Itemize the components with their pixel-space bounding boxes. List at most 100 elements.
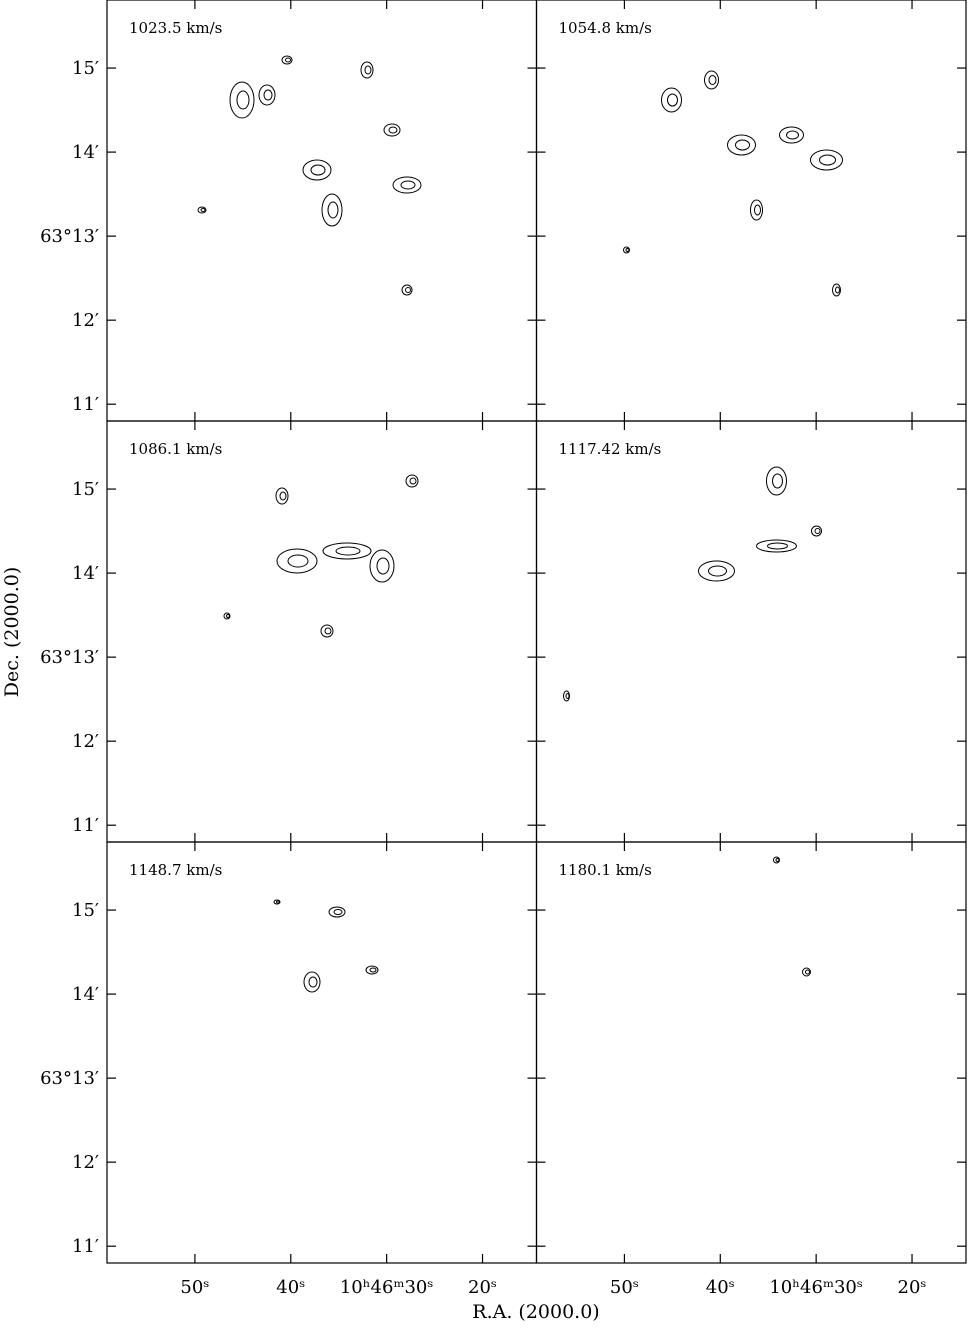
emission-contour xyxy=(365,965,379,975)
emission-contour xyxy=(328,906,346,918)
emission-contour xyxy=(276,548,318,574)
x-tick-label: 50ˢ xyxy=(180,1277,209,1298)
emission-contour xyxy=(369,967,377,973)
emission-contour xyxy=(814,528,821,534)
emission-contour xyxy=(229,81,255,119)
emission-contour xyxy=(335,546,361,556)
emission-contour xyxy=(727,134,756,156)
y-tick-label: 14′ xyxy=(72,563,99,584)
emission-contour xyxy=(802,967,811,977)
emission-contour xyxy=(698,560,735,582)
emission-contour xyxy=(310,164,326,176)
emission-contour xyxy=(333,909,343,915)
emission-contour xyxy=(226,614,230,618)
x-tick-label: 40ˢ xyxy=(276,1277,305,1298)
x-axis-title: R.A. (2000.0) xyxy=(472,1301,599,1323)
panel-title: 1023.5 km/s xyxy=(129,19,222,37)
y-tick-label: 11′ xyxy=(72,815,99,836)
emission-contour xyxy=(832,283,841,297)
emission-contour xyxy=(405,474,419,488)
emission-contour xyxy=(360,61,374,79)
emission-contour xyxy=(786,130,799,140)
emission-contour xyxy=(779,126,804,144)
y-tick-label: 15′ xyxy=(72,900,99,921)
emission-contour xyxy=(287,554,309,568)
emission-contour xyxy=(364,65,372,75)
emission-contour xyxy=(327,201,339,219)
y-tick-label: 14′ xyxy=(72,142,99,163)
emission-contour xyxy=(811,525,822,537)
emission-contour xyxy=(276,900,280,904)
y-tick-label: 11′ xyxy=(72,394,99,415)
emission-contour xyxy=(376,557,390,575)
emission-contour xyxy=(805,969,810,975)
x-tick-label: 10ʰ46ᵐ30ˢ xyxy=(769,1277,863,1298)
y-tick-label: 63°13′ xyxy=(40,647,99,668)
x-tick-label: 40ˢ xyxy=(706,1277,735,1298)
panel-frame xyxy=(106,841,538,1264)
emission-contour xyxy=(401,284,413,296)
y-tick-label: 15′ xyxy=(72,479,99,500)
emission-contour xyxy=(756,539,797,553)
panel-frame xyxy=(535,0,967,422)
panel-title: 1117.42 km/s xyxy=(559,440,662,458)
emission-contour xyxy=(279,491,287,501)
emission-contour xyxy=(383,123,401,137)
emission-contour xyxy=(767,542,788,550)
emission-contour xyxy=(708,565,727,577)
y-tick-label: 15′ xyxy=(72,58,99,79)
emission-contour xyxy=(324,627,332,635)
y-tick-label: 63°13′ xyxy=(40,1068,99,1089)
emission-contour xyxy=(320,624,334,638)
emission-contour xyxy=(625,248,630,252)
x-tick-label: 10ʰ46ᵐ30ˢ xyxy=(340,1277,434,1298)
emission-contour xyxy=(281,55,293,65)
y-tick-label: 11′ xyxy=(72,1236,99,1257)
panel-title: 1086.1 km/s xyxy=(129,440,222,458)
emission-contour xyxy=(835,286,840,294)
emission-contour xyxy=(409,477,417,485)
x-tick-label: 20ˢ xyxy=(898,1277,927,1298)
emission-contour xyxy=(197,206,207,214)
emission-contour xyxy=(263,89,273,101)
panel-frame xyxy=(106,420,538,843)
y-tick-label: 12′ xyxy=(72,310,99,331)
emission-contour xyxy=(819,154,836,166)
panel-title: 1148.7 km/s xyxy=(129,861,222,879)
emission-contour xyxy=(236,90,250,110)
emission-contour xyxy=(810,149,843,171)
emission-contour xyxy=(308,976,318,988)
emission-contour xyxy=(369,549,395,583)
emission-contour xyxy=(285,57,291,63)
emission-contour xyxy=(704,70,719,90)
emission-contour xyxy=(405,287,411,293)
emission-contour xyxy=(754,204,761,216)
panel-title: 1054.8 km/s xyxy=(559,19,652,37)
y-tick-label: 12′ xyxy=(72,731,99,752)
emission-contour xyxy=(735,139,750,151)
emission-contour xyxy=(772,473,783,489)
y-tick-label: 12′ xyxy=(72,1152,99,1173)
emission-contour xyxy=(565,693,570,699)
panel-frame xyxy=(535,420,967,843)
emission-contour xyxy=(322,542,372,560)
emission-contour xyxy=(775,858,780,862)
emission-contour xyxy=(200,208,206,212)
emission-contour xyxy=(258,84,276,106)
emission-contour xyxy=(303,971,321,993)
emission-contour xyxy=(302,159,332,181)
emission-contour xyxy=(400,180,416,190)
x-tick-label: 50ˢ xyxy=(610,1277,639,1298)
emission-contour xyxy=(667,93,678,107)
y-axis-title: Dec. (2000.0) xyxy=(1,567,23,698)
panel-title: 1180.1 km/s xyxy=(559,861,652,879)
emission-contour xyxy=(708,75,717,85)
y-tick-label: 14′ xyxy=(72,984,99,1005)
panel-frame xyxy=(535,841,967,1264)
emission-contour xyxy=(766,466,787,496)
emission-contour xyxy=(275,487,289,505)
emission-contour xyxy=(321,193,343,227)
emission-contour xyxy=(661,87,682,113)
emission-contour xyxy=(392,176,422,194)
